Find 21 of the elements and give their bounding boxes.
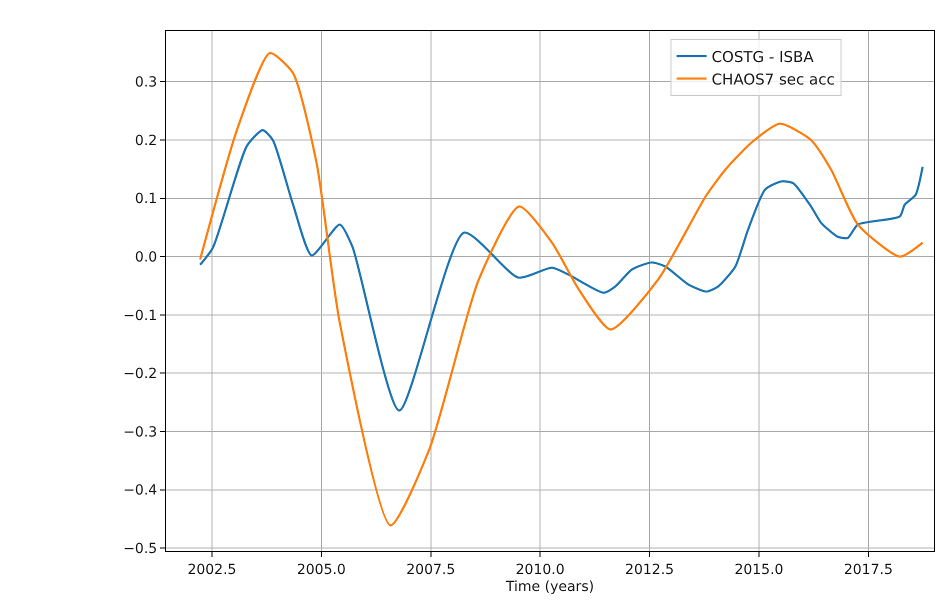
- x-axis-title: Time (years): [504, 579, 594, 596]
- y-tick-label: 0.2: [134, 132, 158, 149]
- y-tick-label: −0.2: [123, 366, 158, 382]
- y-tick-label: −0.3: [123, 424, 158, 440]
- y-tick-label: −0.4: [123, 482, 158, 499]
- x-tick-label: 2012.5: [625, 562, 674, 578]
- y-tick-label: 0.0: [134, 250, 158, 266]
- line-series: [199, 129, 924, 412]
- x-tick-label: 2015.0: [734, 562, 784, 578]
- y-tick-label: 0.1: [134, 191, 158, 208]
- y-tick-label: 0.3: [134, 74, 158, 91]
- x-tick-label: 2002.5: [187, 562, 236, 578]
- x-tick-label: 2005.0: [296, 562, 346, 578]
- legend-label: COSTG - ISBA: [712, 48, 814, 66]
- x-tick-label: 2017.5: [844, 562, 893, 578]
- y-tick-label: −0.1: [123, 308, 158, 324]
- line-series: [199, 52, 924, 526]
- y-tick-label: −0.5: [123, 540, 158, 557]
- legend-label: CHAOS7 sec acc: [712, 70, 835, 88]
- x-tick-label: 2010.0: [516, 562, 565, 578]
- x-tick-label: 2007.5: [406, 562, 456, 578]
